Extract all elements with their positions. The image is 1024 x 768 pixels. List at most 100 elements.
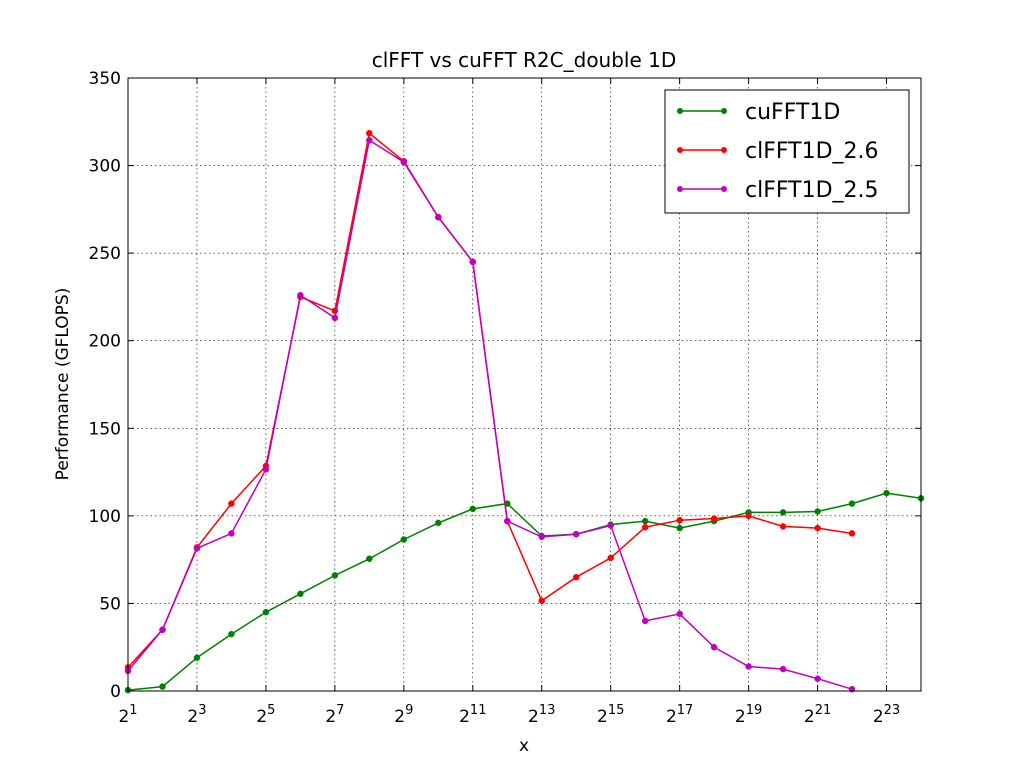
data-point — [814, 675, 821, 682]
x-tick-label: 29 — [394, 703, 413, 727]
x-tick-exponent: 11 — [470, 703, 487, 718]
data-point — [607, 522, 614, 529]
series-line — [127, 138, 853, 690]
legend-marker — [721, 147, 727, 153]
data-point — [710, 643, 718, 651]
x-tick-label: 213 — [528, 703, 555, 727]
data-point — [400, 158, 408, 166]
data-point — [676, 524, 683, 532]
data-point — [331, 314, 339, 322]
data-point — [193, 654, 201, 661]
plot-frame — [127, 77, 922, 692]
x-tick-label: 27 — [325, 703, 344, 727]
x-tick-exponent: 19 — [746, 703, 763, 718]
data-point — [366, 555, 373, 563]
grid — [128, 78, 921, 691]
x-tick-exponent: 17 — [677, 703, 694, 718]
data-point — [159, 683, 166, 690]
legend-marker — [721, 108, 727, 114]
series-line — [127, 492, 922, 691]
series-0 — [124, 489, 925, 694]
y-axis-label: Performance (GFLOPS) — [53, 288, 73, 481]
data-point — [710, 515, 718, 522]
data-point — [262, 466, 270, 473]
legend-marker — [677, 108, 683, 114]
data-point — [814, 524, 821, 532]
x-tick-label: 215 — [597, 703, 624, 727]
data-point — [779, 509, 787, 516]
legend-label: cuFFT1D — [745, 100, 840, 125]
x-tick-label: 217 — [666, 703, 693, 727]
series-layer — [124, 129, 925, 694]
x-tick-exponent: 9 — [405, 703, 413, 718]
x-tick-label: 211 — [459, 703, 486, 727]
x-tick-exponent: 3 — [198, 703, 206, 718]
x-tick-base: 2 — [394, 707, 405, 727]
x-tick-base: 2 — [597, 707, 608, 727]
data-point — [779, 523, 787, 530]
data-point — [193, 545, 201, 552]
y-tick-labels: 0 50 100 150 200 250 300 350 — [89, 69, 121, 702]
y-tick-label: 300 — [89, 157, 121, 177]
data-point — [676, 516, 683, 524]
x-tick-base: 2 — [187, 707, 198, 727]
data-point — [641, 523, 649, 531]
data-point — [745, 663, 752, 670]
data-point — [297, 291, 304, 299]
data-point — [538, 597, 545, 605]
data-point — [572, 573, 580, 581]
data-point — [297, 590, 304, 598]
data-point — [848, 530, 856, 537]
x-tick-base: 2 — [804, 707, 815, 727]
series-2 — [124, 136, 856, 693]
x-tick-base: 2 — [528, 707, 539, 727]
legend-marker — [677, 147, 683, 153]
data-point — [538, 533, 545, 541]
x-tick-exponent: 1 — [129, 703, 137, 718]
data-point — [228, 530, 235, 537]
x-tick-label: 25 — [256, 703, 275, 727]
legend-item: clFFT1D_2.6 — [677, 139, 879, 164]
data-point — [262, 608, 270, 616]
y-tick-label: 50 — [99, 594, 121, 614]
x-axis-label: x — [519, 736, 529, 756]
x-tick-label: 21 — [118, 703, 137, 727]
data-point — [400, 536, 408, 543]
legend-marker — [721, 186, 727, 192]
data-point — [779, 665, 787, 673]
legend: cuFFT1D clFFT1D_2.6 clFFT1D_2.5 — [664, 89, 910, 214]
legend-item: cuFFT1D — [677, 100, 840, 125]
data-point — [331, 572, 339, 579]
data-point — [883, 489, 890, 497]
x-tick-base: 2 — [873, 707, 884, 727]
data-point — [435, 213, 442, 221]
x-tick-base: 2 — [118, 707, 129, 727]
data-point — [814, 508, 821, 515]
x-tick-base: 2 — [666, 707, 677, 727]
y-tick-label: 150 — [89, 419, 121, 439]
y-tick-label: 200 — [89, 332, 121, 352]
x-tick-exponent: 13 — [539, 703, 556, 718]
x-tick-base: 2 — [256, 707, 267, 727]
y-tick-label: 250 — [89, 244, 121, 264]
data-point — [745, 512, 752, 520]
x-tick-exponent: 15 — [608, 703, 625, 718]
data-point — [607, 554, 614, 562]
x-tick-base: 2 — [735, 707, 746, 727]
data-point — [641, 617, 649, 625]
data-point — [572, 530, 580, 538]
data-point — [435, 519, 442, 527]
data-point — [228, 630, 235, 638]
data-point — [469, 505, 477, 513]
data-point — [504, 517, 511, 525]
x-tick-base: 2 — [459, 707, 470, 727]
x-tick-exponent: 23 — [884, 703, 901, 718]
data-point — [366, 129, 373, 137]
y-tick-label: 100 — [89, 507, 121, 527]
chart-title: clFFT vs cuFFT R2C_double 1D — [372, 48, 677, 72]
x-tick-label: 223 — [873, 703, 900, 727]
x-tick-exponent: 5 — [267, 703, 275, 718]
x-tick-exponent: 7 — [336, 703, 344, 718]
y-tick-label: 0 — [110, 682, 121, 702]
